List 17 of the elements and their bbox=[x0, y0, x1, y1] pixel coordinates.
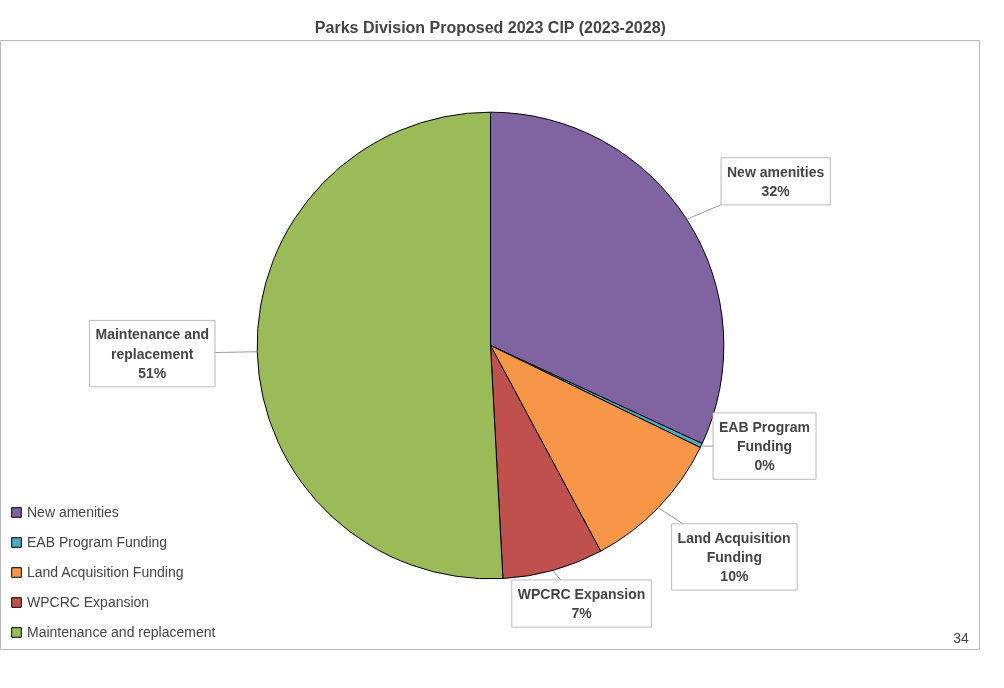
data-label: 10% bbox=[720, 568, 749, 585]
legend-label: New amenities bbox=[27, 504, 119, 520]
slice-label: Maintenance and replacement bbox=[95, 326, 210, 362]
slice-label: EAB Program Funding bbox=[719, 418, 811, 455]
legend-label: Land Acquisition Funding bbox=[27, 564, 184, 580]
data-label: 32% bbox=[761, 182, 791, 199]
legend-label: EAB Program Funding bbox=[27, 534, 168, 550]
data-label: 7% bbox=[571, 605, 593, 622]
legend-label: WPCRC Expansion bbox=[27, 594, 150, 610]
data-label: 0% bbox=[754, 457, 776, 474]
chart-title: Parks Division Proposed 2023 CIP (2023-2028) bbox=[314, 18, 666, 36]
slice-label: WPCRC Expansion bbox=[517, 585, 646, 602]
data-label: 51% bbox=[138, 364, 167, 381]
legend-label: Maintenance and replacement bbox=[27, 624, 216, 640]
slice-label: Land Acquisition Funding bbox=[677, 529, 791, 565]
text: 34 bbox=[953, 630, 970, 647]
slice-label: New amenities bbox=[726, 163, 825, 180]
